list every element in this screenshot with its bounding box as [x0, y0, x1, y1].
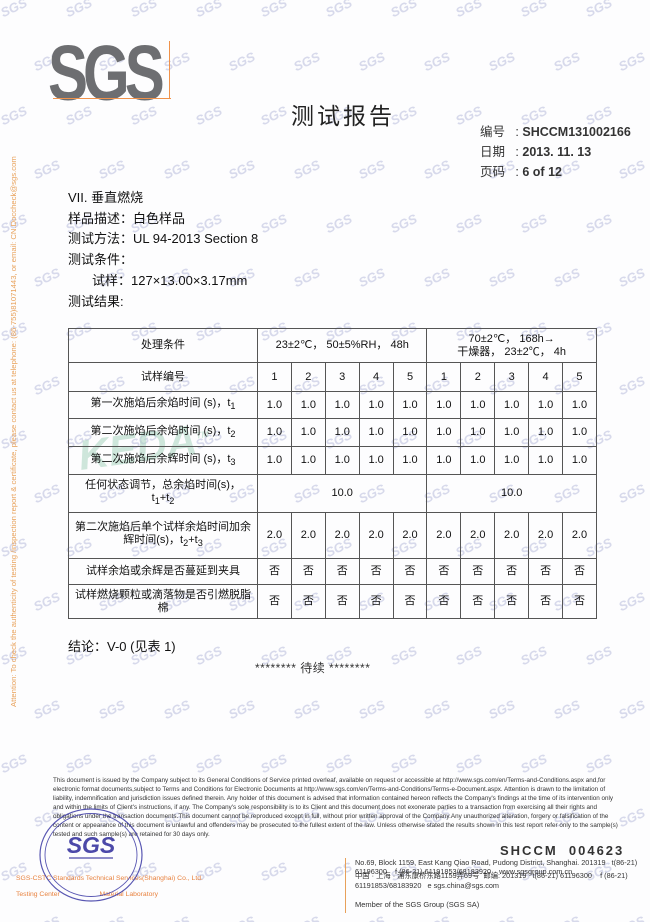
svg-text:SGS: SGS: [67, 832, 116, 858]
